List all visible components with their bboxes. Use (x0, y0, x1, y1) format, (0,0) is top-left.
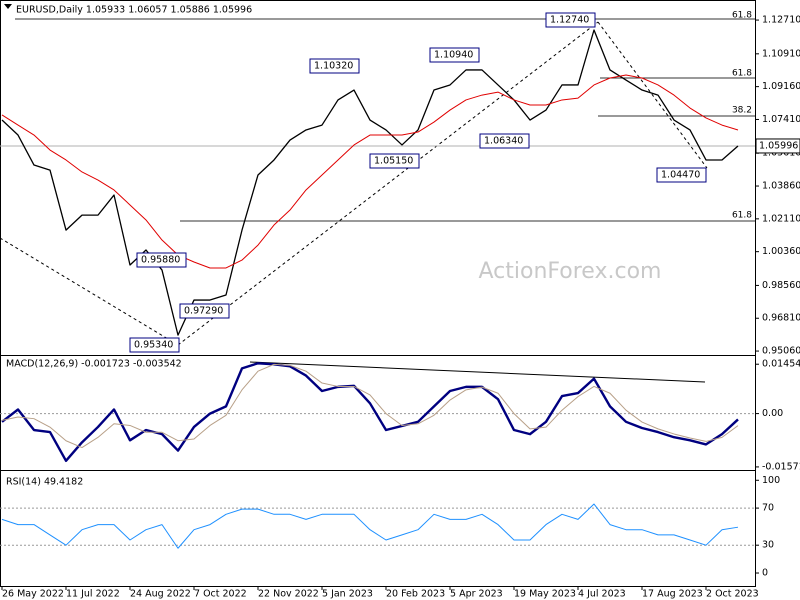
price-tag-box (755, 138, 800, 154)
x-tick-label: 2 Oct 2023 (706, 589, 759, 600)
y-tick-label: 100 (762, 475, 780, 486)
trend-line (597, 21, 708, 169)
annotation: 1.04470 (661, 170, 700, 181)
x-tick-label: 5 Apr 2023 (450, 589, 503, 600)
x-tick-label: 20 Feb 2023 (386, 589, 445, 600)
frame (0, 0, 756, 587)
fib-label: 61.8 (732, 11, 752, 21)
fib-label: 38.2 (732, 106, 752, 116)
y-tick-label: 0.96810 (762, 313, 800, 324)
y-tick-label: 1.09160 (762, 81, 800, 92)
rsi-title: RSI(14) 49.4182 (6, 477, 83, 488)
annotation: 1.12740 (550, 15, 589, 26)
annotation-box (369, 153, 420, 169)
y-tick-label: 1.12710 (762, 15, 800, 26)
y-tick-label: 0 (762, 568, 768, 579)
annotation: 1.05150 (374, 156, 413, 167)
price-tag: 1.05996 (759, 140, 798, 151)
series-line (1, 29, 739, 336)
y-tick-label: 0.014549 (762, 359, 800, 370)
watermark: ActionForex.com (479, 259, 662, 284)
annotation: 1.10940 (434, 50, 473, 61)
x-tick-label: 24 Aug 2022 (130, 589, 191, 600)
y-tick-label: 1.07410 (762, 114, 800, 125)
x-tick-label: 22 Nov 2022 (258, 589, 319, 600)
annotation: 1.10320 (314, 61, 353, 72)
series-line (1, 363, 739, 449)
fib-label: 61.8 (732, 211, 752, 221)
menu-arrow (4, 4, 12, 9)
x-tick-label: 26 May 2022 (2, 589, 64, 600)
trend-line (177, 21, 599, 346)
annotation-box (479, 133, 530, 149)
x-tick-label: 17 Aug 2023 (642, 589, 703, 600)
y-tick-label: 0.00 (762, 408, 783, 419)
y-tick-label: 0.98560 (762, 280, 800, 291)
annotation-box (309, 58, 360, 74)
annotation-box (545, 12, 596, 28)
x-tick-label: 4 Jul 2023 (578, 589, 626, 600)
chart-title: EURUSD,Daily 1.05933 1.06057 1.05886 1.0… (16, 5, 252, 16)
x-tick-label: 7 Oct 2022 (194, 589, 247, 600)
annotation: 0.95340 (134, 340, 173, 351)
y-tick-label: 0.95060 (762, 346, 800, 357)
x-tick-label: 5 Jan 2023 (322, 589, 373, 600)
y-tick-label: -0.015712 (762, 461, 800, 472)
annotation-box (179, 303, 230, 319)
annotation-box (429, 47, 480, 63)
y-tick-label: 70 (762, 503, 774, 514)
annotation-box (129, 337, 180, 353)
y-tick-label: 1.02110 (762, 213, 800, 224)
y-tick-label: 30 (762, 540, 774, 551)
trend-lines (0, 21, 708, 346)
fib-label: 61.8 (732, 69, 752, 79)
annotation-box (136, 252, 187, 268)
annotation: 0.97290 (184, 306, 223, 317)
annotation-box (656, 167, 707, 183)
series-line (1, 503, 739, 549)
macd-title: MACD(12,26,9) -0.001723 -0.003542 (6, 359, 182, 370)
series-line (1, 362, 739, 463)
y-tick-label: 1.03860 (762, 181, 800, 192)
divergence-line (249, 361, 706, 383)
series-line (1, 74, 739, 269)
annotation: 0.95880 (141, 255, 180, 266)
y-tick-label: 1.00360 (762, 246, 800, 257)
trend-line (0, 237, 179, 346)
x-tick-label: 11 Jul 2022 (66, 589, 120, 600)
annotation: 1.06340 (484, 136, 523, 147)
y-tick-label: 1.10910 (762, 48, 800, 59)
x-tick-label: 19 May 2023 (514, 589, 576, 600)
